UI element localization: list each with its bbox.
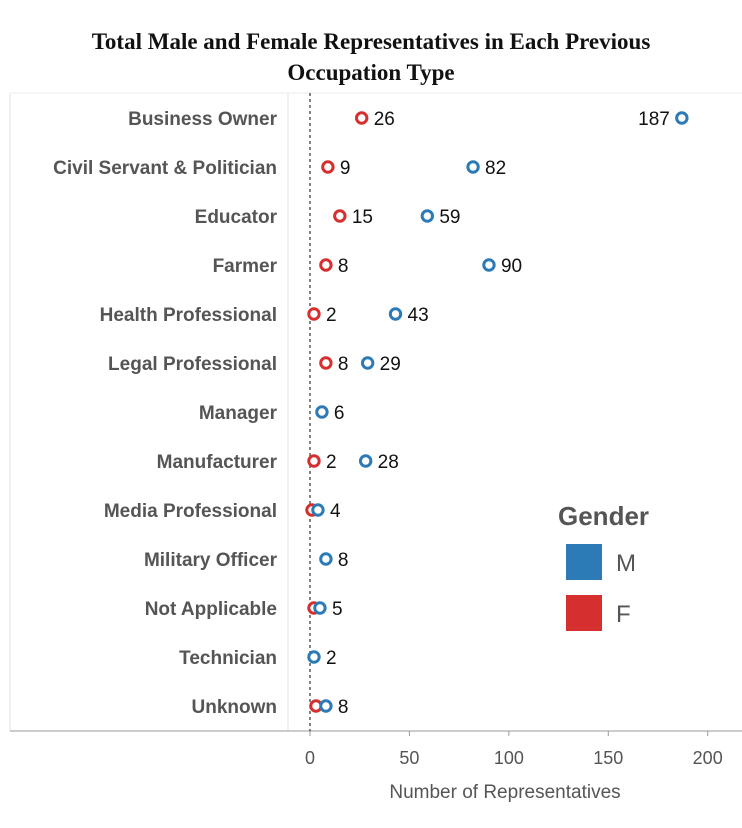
category-label-media-professional: Media Professional [104,501,277,522]
data-label: 82 [485,158,506,179]
data-label: 6 [334,403,345,424]
point-f-health-professional[interactable] [307,307,321,321]
legend-title: Gender [558,501,649,531]
data-label: 5 [332,599,343,620]
legend-swatch-f[interactable] [566,595,602,631]
point-m-business-owner[interactable] [675,111,689,125]
data-label: 187 [638,109,670,130]
x-tick-label: 150 [593,748,623,768]
data-label: 4 [330,501,341,522]
x-axis-title: Number of Representatives [389,782,620,803]
category-label-manufacturer: Manufacturer [157,452,278,473]
x-tick-label: 50 [399,748,419,768]
category-label-not-applicable: Not Applicable [145,599,277,620]
data-label: 26 [374,109,395,130]
point-f-educator[interactable] [333,209,347,223]
category-label-unknown: Unknown [192,697,278,718]
data-label: 28 [378,452,399,473]
category-label-technician: Technician [179,648,277,669]
data-label: 2 [326,452,337,473]
point-m-civil-servant-and-politician[interactable] [466,160,480,174]
category-label-manager: Manager [199,403,278,424]
point-f-civil-servant-and-politician[interactable] [321,160,335,174]
point-m-manufacturer[interactable] [358,454,373,468]
legend-label-f: F [616,601,631,628]
legend-label-m: M [616,550,636,577]
point-m-farmer[interactable] [482,258,496,272]
point-m-legal-professional[interactable] [360,356,375,370]
category-label-farmer: Farmer [213,256,278,277]
legend-swatch-m[interactable] [566,544,602,580]
category-label-educator: Educator [195,207,278,228]
data-label: 8 [338,550,349,571]
point-m-military-officer[interactable] [319,552,333,566]
category-label-business-owner: Business Owner [128,109,277,130]
category-label-health-professional: Health Professional [100,305,277,326]
data-label: 8 [338,256,349,277]
data-label: 8 [338,354,349,375]
point-f-legal-professional[interactable] [319,356,333,370]
data-label: 43 [408,305,429,326]
data-label: 2 [326,648,337,669]
chart-title: Total Male and Female Representatives in… [91,29,651,85]
category-label-civil-servant-and-politician: Civil Servant & Politician [53,158,277,179]
point-m-manager[interactable] [315,405,329,419]
point-m-technician[interactable] [307,650,321,664]
point-f-manufacturer[interactable] [307,454,321,468]
data-label: 8 [338,697,349,718]
x-tick-label: 100 [494,748,524,768]
data-label: 59 [439,207,460,228]
point-f-farmer[interactable] [319,258,333,272]
point-m-health-professional[interactable] [388,307,403,321]
point-m-not-applicable[interactable] [313,601,327,615]
data-label: 9 [340,158,351,179]
data-label: 90 [501,256,522,277]
point-m-media-professional[interactable] [311,503,325,517]
point-m-unknown[interactable] [319,699,333,713]
point-m-educator[interactable] [420,209,435,223]
data-label: 2 [326,305,337,326]
data-label: 15 [352,207,373,228]
data-label: 29 [380,354,401,375]
x-tick-label: 0 [305,748,315,768]
x-tick-label: 200 [693,748,723,768]
category-label-legal-professional: Legal Professional [108,354,277,375]
category-label-military-officer: Military Officer [144,550,278,571]
point-f-business-owner[interactable] [355,111,369,125]
